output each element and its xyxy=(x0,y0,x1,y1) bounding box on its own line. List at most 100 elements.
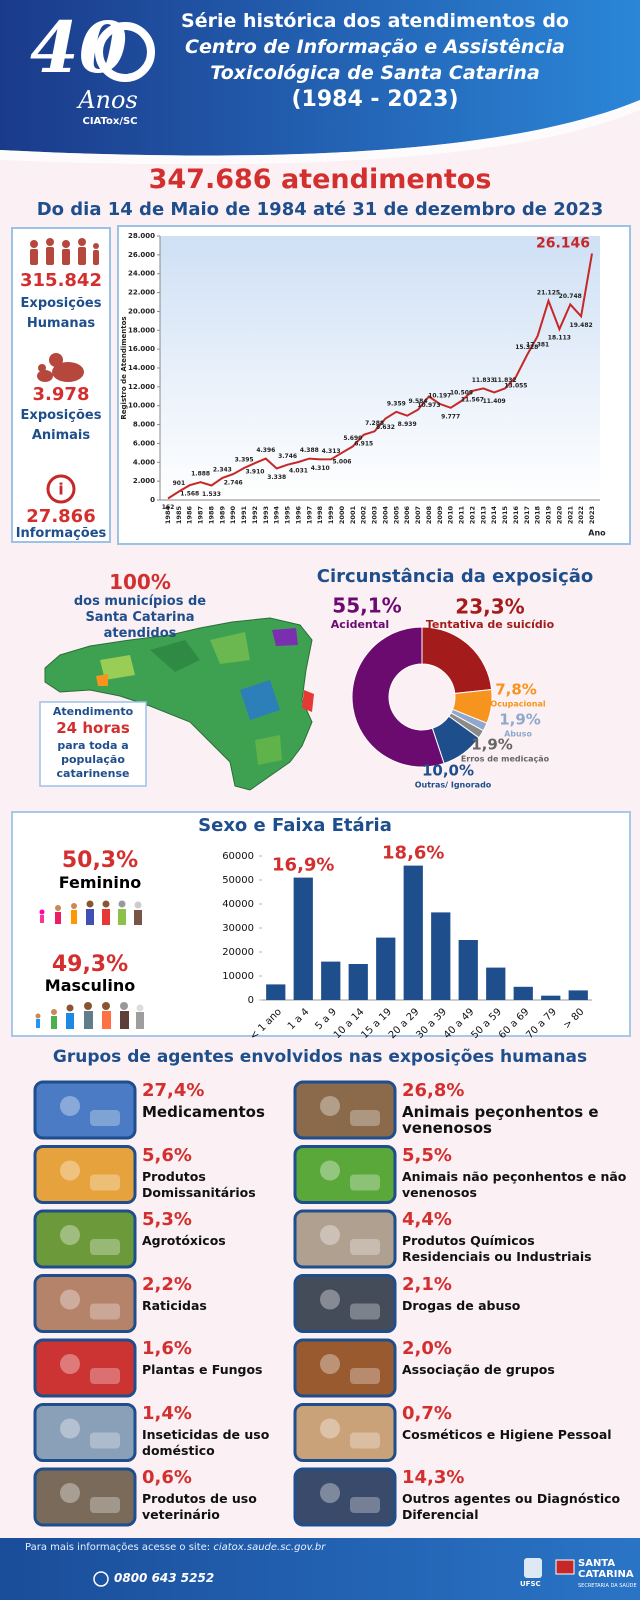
group-image xyxy=(33,1338,137,1398)
title-line: Série histórica dos atendimentos do xyxy=(181,10,569,32)
value-label: 11.409 xyxy=(483,398,506,405)
group-image-detail xyxy=(320,1160,340,1181)
footer-phone: 0800 643 5252 xyxy=(114,1571,215,1585)
value-label: 7.288 xyxy=(365,420,384,427)
annotation: 18,6% xyxy=(382,843,444,864)
animal-icon xyxy=(37,353,84,382)
logo-text: Anos xyxy=(78,86,138,114)
group-image-detail xyxy=(90,1239,120,1255)
value-label: 11.567 xyxy=(461,396,484,403)
x-tick-label: 2016 xyxy=(512,506,520,525)
x-tick-label: 1984 xyxy=(164,506,172,525)
group-label: Plantas e Fungos xyxy=(142,1362,263,1377)
x-tick-label: 1985 xyxy=(175,506,183,525)
coverage-percent: 100% xyxy=(109,570,171,594)
coverage-text: dos municípios de Santa Catarina atendid… xyxy=(73,594,207,641)
groups-title: Grupos de agentes envolvidos nas exposiç… xyxy=(52,1047,588,1067)
value-label: 4.313 xyxy=(322,448,341,455)
value-label: 9.777 xyxy=(441,413,460,420)
state-label: SANTA CATARINA xyxy=(578,1558,634,1580)
y-tick-label: 28.000 xyxy=(128,232,155,240)
group-label: Raticidas xyxy=(142,1297,207,1313)
slice-value-label: 55,1% xyxy=(332,594,401,618)
y-tick-label: 6.000 xyxy=(133,439,155,447)
value-label: 15.328 xyxy=(515,344,538,351)
value-label: 1.888 xyxy=(191,471,210,478)
x-tick-label: 1994 xyxy=(273,506,281,525)
value-label: 21.125 xyxy=(537,289,560,296)
group-label: Produtos Domissanitários xyxy=(142,1168,256,1200)
x-tick-label: 2000 xyxy=(338,506,346,525)
x-tick-label: 2022 xyxy=(577,506,585,524)
value-label: 3.746 xyxy=(278,453,297,460)
map-regions xyxy=(96,628,314,765)
slice-label: Tentativa de suicídio xyxy=(426,618,555,631)
logo-ring xyxy=(95,22,155,82)
group-label: Agrotóxicos xyxy=(142,1233,226,1248)
group-image-detail xyxy=(90,1110,120,1126)
men-icons xyxy=(35,1002,144,1029)
footer-info: Para mais informações acesse o site: cia… xyxy=(25,1542,325,1553)
phone-icon xyxy=(93,1571,109,1587)
logo-number: 40 xyxy=(30,6,128,89)
group-label: Cosméticos e Higiene Pessoal xyxy=(402,1426,612,1442)
group-image xyxy=(293,1080,397,1140)
pie-slice xyxy=(421,626,493,695)
group-label: Animais peçonhentos e venenosos xyxy=(402,1103,599,1137)
bar xyxy=(376,937,396,1000)
group-percent: 1,4% xyxy=(142,1402,192,1424)
group-image-detail xyxy=(350,1110,380,1126)
value-label: 6.915 xyxy=(354,440,373,447)
group-percent: 0,7% xyxy=(402,1402,452,1424)
group-image-detail xyxy=(60,1096,80,1116)
y-tick-label: 30000 xyxy=(222,923,254,934)
title-line: Centro de Informação e Assistência xyxy=(185,36,565,58)
value-label: 19.482 xyxy=(570,322,593,329)
x-tick-label: 2019 xyxy=(545,506,553,525)
y-tick-label: 20.000 xyxy=(128,307,155,315)
group-image-detail xyxy=(60,1225,80,1245)
y-tick-label: 0 xyxy=(248,995,254,1006)
value-label: 4.310 xyxy=(311,465,330,472)
group-image-detail xyxy=(350,1174,380,1191)
chart-title: Circunstância da exposição xyxy=(316,566,594,587)
sex-percent: 49,3% xyxy=(51,952,129,977)
value-label: 4.396 xyxy=(256,447,275,454)
group-percent: 0,6% xyxy=(142,1467,192,1488)
stat-label: Exposições Humanas xyxy=(20,296,102,331)
plot-background xyxy=(160,236,600,500)
group-image xyxy=(33,1403,137,1462)
x-tick-label: 1990 xyxy=(229,506,237,525)
slice-label: Erros de medicação xyxy=(461,755,550,764)
value-label: 9.359 xyxy=(387,400,406,407)
value-label: 10.197 xyxy=(428,392,451,399)
group-image xyxy=(33,1145,137,1204)
y-tick-label: 2.000 xyxy=(133,477,155,485)
value-label: 8.939 xyxy=(398,421,417,428)
group-image-detail xyxy=(60,1354,80,1374)
service-title: Atendimento xyxy=(52,705,134,718)
bar xyxy=(458,940,478,1000)
footer-info-text: Para mais informações acesse o site: xyxy=(25,1542,211,1553)
bar xyxy=(431,912,451,1000)
x-tick-label: 1999 xyxy=(327,506,335,525)
value-label: 11.832 xyxy=(493,377,516,384)
chart-title: Sexo e Faixa Etária xyxy=(198,815,392,836)
x-tick-label: 1986 xyxy=(186,506,194,525)
value-label: 901 xyxy=(173,480,186,487)
group-image-detail xyxy=(350,1432,380,1449)
x-tick-label: 2023 xyxy=(588,506,596,524)
y-tick-label: 8.000 xyxy=(133,421,155,429)
x-tick-label: 2008 xyxy=(425,506,433,525)
total: 347.686 atendimentos xyxy=(148,164,492,195)
sex-label: Masculino xyxy=(44,976,136,995)
group-percent: 5,3% xyxy=(142,1209,192,1230)
value-label: 13.055 xyxy=(504,382,527,389)
bar xyxy=(568,990,588,1000)
bar xyxy=(403,865,423,1000)
group-image xyxy=(293,1338,397,1398)
y-tick-label: 24.000 xyxy=(128,270,155,278)
sex-percent: 50,3% xyxy=(61,848,139,873)
value-label: 5.006 xyxy=(332,458,351,465)
stat-value: 315.842 xyxy=(20,270,102,291)
